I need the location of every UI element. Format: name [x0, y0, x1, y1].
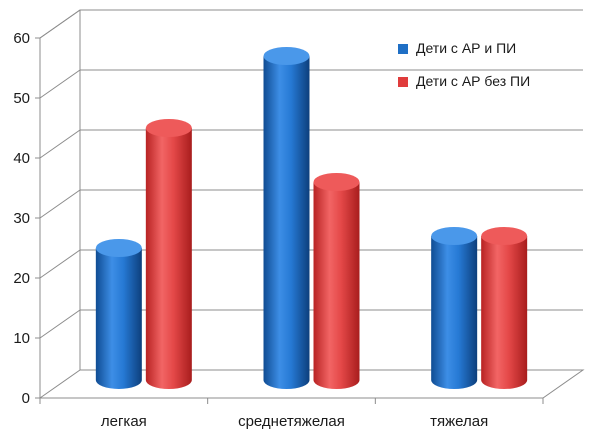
bar-body	[431, 236, 478, 389]
legend-label-series-1: Дети с АР и ПИ	[416, 40, 517, 56]
legend-item-series-2: Дети с АР без ПИ	[398, 73, 530, 89]
bar-top	[145, 119, 192, 137]
bar-body	[313, 182, 360, 389]
y-tick-label: 60	[13, 30, 30, 47]
legend-swatch-series-1	[398, 44, 408, 54]
bar-1-2	[263, 47, 310, 389]
bar-1-3	[431, 227, 478, 389]
y-tick-label: 40	[13, 150, 30, 167]
gridline	[39, 189, 583, 219]
gridline	[39, 129, 583, 159]
bar-body	[263, 56, 310, 389]
bar-2-2	[313, 173, 360, 389]
bar-2-3	[481, 227, 528, 389]
bar-body	[481, 236, 528, 389]
bar-body	[95, 248, 142, 389]
bar-top	[313, 173, 360, 191]
x-category-label: среднетяжелая	[238, 413, 345, 430]
legend-swatch-series-2	[398, 77, 408, 87]
y-tick-label: 0	[22, 390, 30, 407]
bar-top	[481, 227, 528, 245]
y-tick-label: 20	[13, 270, 30, 287]
bar-top	[431, 227, 478, 245]
y-tick-label: 10	[13, 330, 30, 347]
bar-top	[263, 47, 310, 65]
y-tick-label: 50	[13, 90, 30, 107]
y-tick-label: 30	[13, 210, 30, 227]
legend-item-series-1: Дети с АР и ПИ	[398, 40, 516, 56]
bar-1-1	[95, 239, 142, 389]
axes	[35, 9, 544, 404]
bar-2-1	[145, 119, 192, 389]
bar-body	[145, 128, 192, 389]
x-category-label: легкая	[101, 413, 147, 430]
x-category-labels: легкая среднетяжелая тяжелая	[101, 413, 488, 430]
bars	[95, 47, 528, 389]
gridline	[39, 9, 583, 39]
x-category-label: тяжелая	[430, 413, 488, 430]
side-wall-top-edge	[39, 9, 81, 39]
bar-top	[95, 239, 142, 257]
legend-label-series-2: Дети с АР без ПИ	[416, 73, 531, 89]
y-tick-labels: 0 10 20 30 40 50 60	[13, 30, 30, 407]
